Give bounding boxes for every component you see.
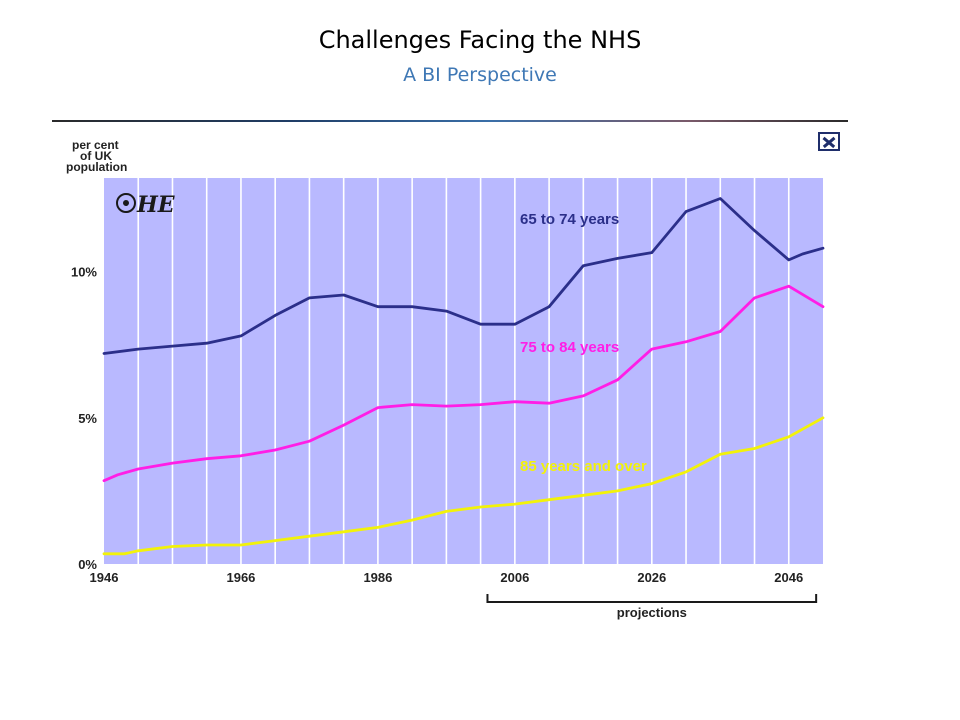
series-line-1 [102, 284, 825, 483]
grid-lines [137, 178, 790, 564]
x-tick-label: 1986 [363, 570, 392, 585]
projections-bracket: projections [486, 594, 818, 620]
title-divider [52, 120, 848, 122]
bracket-line [486, 594, 818, 603]
projections-label: projections [617, 605, 687, 620]
series-label-1: 75 to 84 years [520, 339, 619, 356]
y-axis-label: per cent of UK population [66, 138, 127, 174]
x-tick-label: 2006 [500, 570, 529, 585]
x-tick-label: 2026 [637, 570, 666, 585]
slide-title: Challenges Facing the NHS [318, 26, 642, 54]
series-label-2: 85 years and over [520, 458, 647, 475]
x-axis-ticks: 1946 1966 1986 2006 2026 2046 [90, 570, 804, 585]
logo-ring [116, 193, 136, 213]
slide-subtitle: A BI Perspective [403, 64, 557, 86]
logo-dot [123, 200, 129, 206]
plot-background [104, 178, 823, 564]
y-tick-label: 0% [78, 557, 97, 572]
ohe-logo: HE [116, 192, 176, 218]
series-lines [102, 197, 825, 556]
close-icon[interactable] [818, 132, 840, 151]
series-line-0 [102, 197, 825, 355]
y-axis-ticks: 0% 5% 10% [71, 265, 97, 572]
y-label-line: of UK [80, 149, 112, 163]
series-labels: 65 to 74 years 75 to 84 years 85 years and… [520, 211, 647, 475]
x-tick-label: 1946 [90, 570, 119, 585]
y-tick-label: 10% [71, 265, 97, 280]
logo-text: HE [136, 192, 176, 218]
series-label-0: 65 to 74 years [520, 211, 619, 228]
series-line-2 [102, 416, 825, 556]
x-tick-label: 1966 [226, 570, 255, 585]
y-tick-label: 5% [78, 411, 97, 426]
y-label-line: per cent [72, 138, 119, 152]
x-tick-label: 2046 [774, 570, 803, 585]
y-label-line: population [66, 160, 127, 174]
